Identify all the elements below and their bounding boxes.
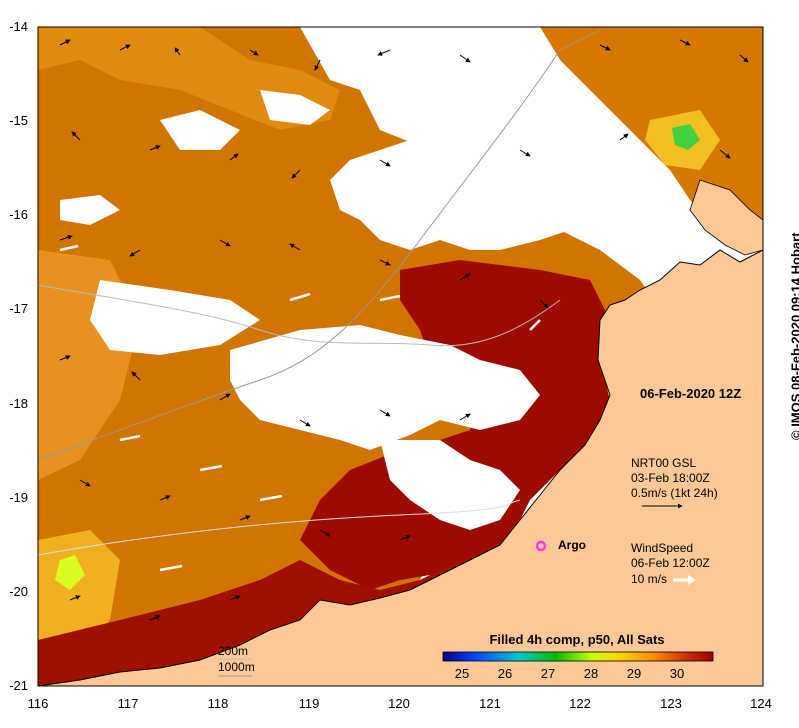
plot-area: [38, 27, 763, 686]
currents-legend-line1: NRT00 GSL: [631, 456, 697, 470]
sst-hot-south: [38, 560, 480, 686]
wind-legend-line3: 10 m/s: [631, 572, 668, 586]
y-tick-label: -19: [9, 490, 28, 505]
y-tick-label: -18: [9, 396, 28, 411]
x-tick-label: 124: [750, 696, 772, 711]
y-axis: -14 -15 -16 -17 -18 -19 -20 -21: [9, 19, 28, 693]
currents-legend-line3: 0.5m/s (1kt 24h): [631, 486, 718, 500]
colorbar-tick: 27: [541, 666, 555, 681]
y-tick-label: -14: [9, 19, 28, 34]
x-tick-label: 120: [388, 696, 410, 711]
x-tick-label: 121: [479, 696, 501, 711]
x-axis: 116 117 118 119 120 121 122 123 124: [28, 696, 772, 711]
cloud-gaps: [60, 27, 670, 530]
contour-200m-south: [38, 499, 521, 556]
y-tick-label: -17: [9, 301, 28, 316]
land-mass: [38, 249, 763, 686]
current-vectors: [59, 39, 749, 621]
sst-ne-green: [672, 124, 700, 150]
plot-frame: [37, 26, 764, 687]
x-tick-label: 116: [28, 696, 49, 711]
y-tick-label: -16: [9, 207, 28, 222]
currents-legend-line2: 03-Feb 18:00Z: [631, 471, 710, 485]
y-tick-label: -21: [9, 678, 28, 693]
x-tick-label: 117: [118, 696, 139, 711]
colorbar: [442, 651, 714, 662]
contour-1000m: [38, 29, 601, 461]
x-tick-label: 118: [208, 696, 229, 711]
colorbar-tick: 26: [498, 666, 512, 681]
wind-vectors: [59, 244, 541, 572]
x-tick-label: 123: [660, 696, 682, 711]
colorbar-tick: 25: [455, 666, 469, 681]
y-tick-label: -20: [9, 584, 28, 599]
sst-yellow-patch: [55, 555, 85, 590]
colorbar-title: Filled 4h comp, p50, All Sats: [489, 632, 664, 647]
wind-legend-arrowhead: [688, 575, 696, 585]
contour-label-1000m: 1000m: [218, 660, 255, 674]
land-ne-islands: [689, 179, 763, 256]
colorbar-tick: 28: [584, 666, 598, 681]
contour-200m: [38, 284, 561, 347]
colorbar-tick: 29: [627, 666, 641, 681]
sst-warm-top: [38, 27, 340, 130]
wind-legend-line2: 06-Feb 12:00Z: [631, 556, 710, 570]
argo-float-marker: [535, 540, 547, 552]
x-tick-label: 122: [569, 696, 591, 711]
colorbar-ticks: 25 26 27 28 29 30: [455, 666, 684, 681]
contour-label-200m: 200m: [218, 644, 249, 658]
imos-credit: © IMOS 08-Feb-2020 09:14 Hobart: [789, 232, 799, 440]
wind-legend-line1: WindSpeed: [631, 541, 694, 555]
argo-label: Argo: [558, 538, 586, 552]
x-tick-label: 119: [299, 696, 320, 711]
valid-time-label: 06-Feb-2020 12Z: [640, 386, 742, 401]
colorbar-tick: 30: [670, 666, 684, 681]
y-tick-label: -15: [9, 113, 28, 128]
sst-hot-central: [300, 260, 610, 590]
